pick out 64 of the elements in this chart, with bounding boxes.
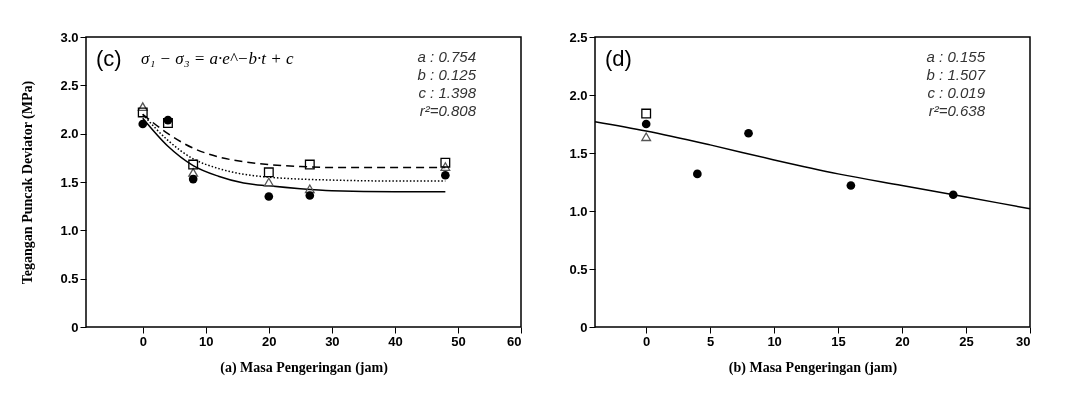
x-tick-label: 10	[767, 333, 782, 349]
point	[441, 170, 450, 180]
y-tick-label: 2.5	[569, 29, 588, 45]
point	[641, 108, 652, 119]
point	[137, 107, 148, 118]
annotation: r²=0.638	[928, 102, 986, 119]
x-tick-label: 50	[451, 333, 466, 349]
x-tick-label: 30	[325, 333, 340, 349]
point	[162, 118, 173, 129]
point	[138, 119, 148, 129]
y-tick-label: 2.0	[569, 87, 588, 103]
y-tick-label: 0.5	[60, 271, 79, 287]
x-tick-label: 25	[959, 333, 974, 349]
annotation: a : 0.155	[926, 48, 986, 65]
point	[304, 184, 315, 194]
y-tick-label: 2.5	[60, 77, 79, 93]
annotation: b : 0.125	[417, 66, 477, 83]
point	[305, 191, 315, 200]
annotation: b : 1.507	[926, 66, 986, 83]
point	[744, 128, 753, 138]
y-tick-label: 1.5	[60, 174, 79, 190]
annotation: c : 1.398	[418, 84, 477, 101]
annotation: c : 0.019	[927, 84, 986, 101]
point	[264, 192, 274, 201]
y-tick-label: 2.0	[60, 126, 79, 142]
x-axis-title: (b) Masa Pengeringan (jam)	[728, 359, 898, 376]
x-tick-label: 5	[707, 333, 715, 349]
x-tick-label: 0	[139, 333, 147, 349]
point	[188, 167, 199, 177]
point	[137, 102, 148, 111]
y-tick-label: 3.0	[60, 29, 79, 45]
x-tick-label: 40	[388, 333, 403, 349]
annotation: (c)	[96, 46, 122, 71]
point	[304, 159, 315, 170]
x-tick-label: 20	[262, 333, 277, 349]
point	[188, 174, 198, 184]
point	[948, 190, 958, 200]
point	[263, 177, 274, 187]
point	[641, 132, 652, 142]
point	[440, 157, 451, 168]
x-tick-label: 0	[643, 333, 651, 349]
y-tick-label: 1.0	[569, 203, 588, 219]
y-tick-label: 1.0	[60, 222, 79, 238]
x-axis-title: (a) Masa Pengeringan (jam)	[220, 359, 389, 376]
point	[693, 169, 702, 179]
point	[188, 159, 199, 170]
annotation: r²=0.808	[419, 102, 477, 119]
point	[641, 119, 651, 129]
annotation: σ₁ − σ₃ = a·e^−b·t + c	[141, 49, 294, 68]
y-tick-label: 0.5	[569, 261, 588, 277]
point	[263, 167, 274, 178]
point	[846, 181, 856, 190]
x-tick-label: 10	[199, 333, 214, 349]
point	[440, 162, 451, 171]
x-tick-label: 15	[831, 333, 846, 349]
y-tick-label: 1.5	[569, 145, 588, 161]
annotation: a : 0.754	[417, 48, 476, 65]
x-tick-label: 20	[895, 333, 910, 349]
x-tick-label: 30	[1016, 333, 1031, 349]
y-tick-label: 0	[71, 319, 79, 335]
x-tick-label: 60	[507, 333, 522, 349]
y-tick-label: 0	[580, 319, 588, 335]
annotation: (d)	[605, 46, 632, 71]
y-axis-title: Tegangan Puncak Deviator (MPa)	[20, 80, 37, 285]
